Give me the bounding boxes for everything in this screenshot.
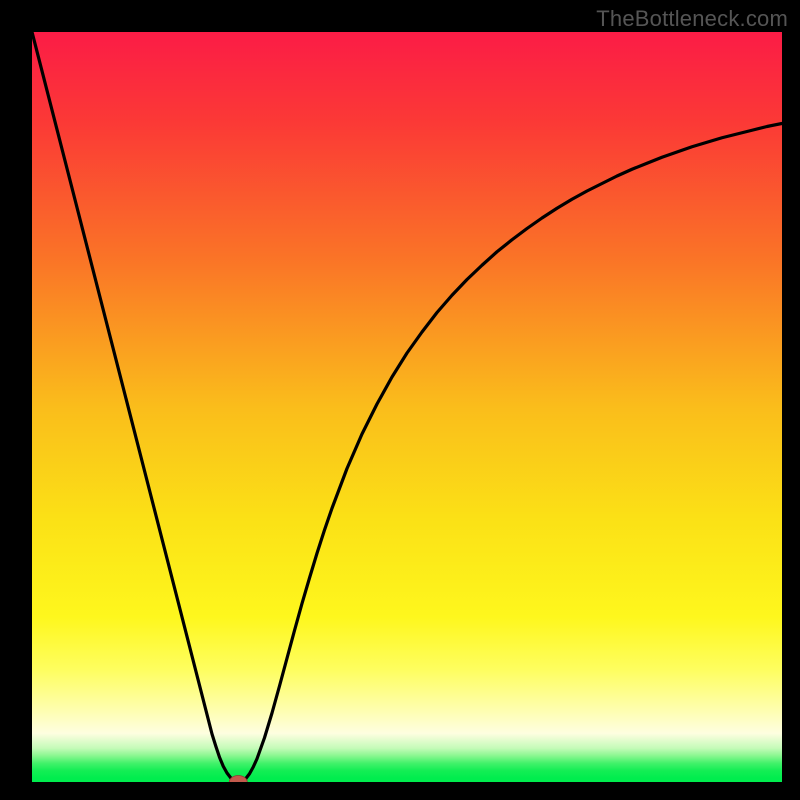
frame-border	[782, 0, 800, 800]
gradient-background	[32, 32, 782, 782]
watermark-text: TheBottleneck.com	[596, 6, 788, 32]
chart-container: TheBottleneck.com	[0, 0, 800, 800]
frame-border	[0, 782, 800, 800]
frame-border	[0, 0, 32, 800]
plot-area	[32, 32, 782, 782]
